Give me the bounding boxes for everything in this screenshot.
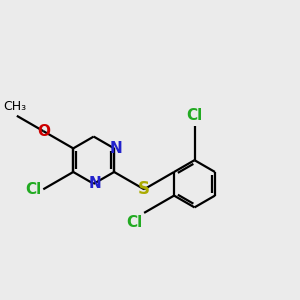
- Text: Cl: Cl: [186, 108, 203, 123]
- Text: N: N: [110, 141, 122, 156]
- Text: CH₃: CH₃: [3, 100, 26, 113]
- Text: N: N: [89, 176, 102, 191]
- Text: O: O: [37, 124, 50, 139]
- Text: S: S: [138, 180, 150, 198]
- Text: Cl: Cl: [126, 215, 142, 230]
- Text: Cl: Cl: [25, 182, 41, 197]
